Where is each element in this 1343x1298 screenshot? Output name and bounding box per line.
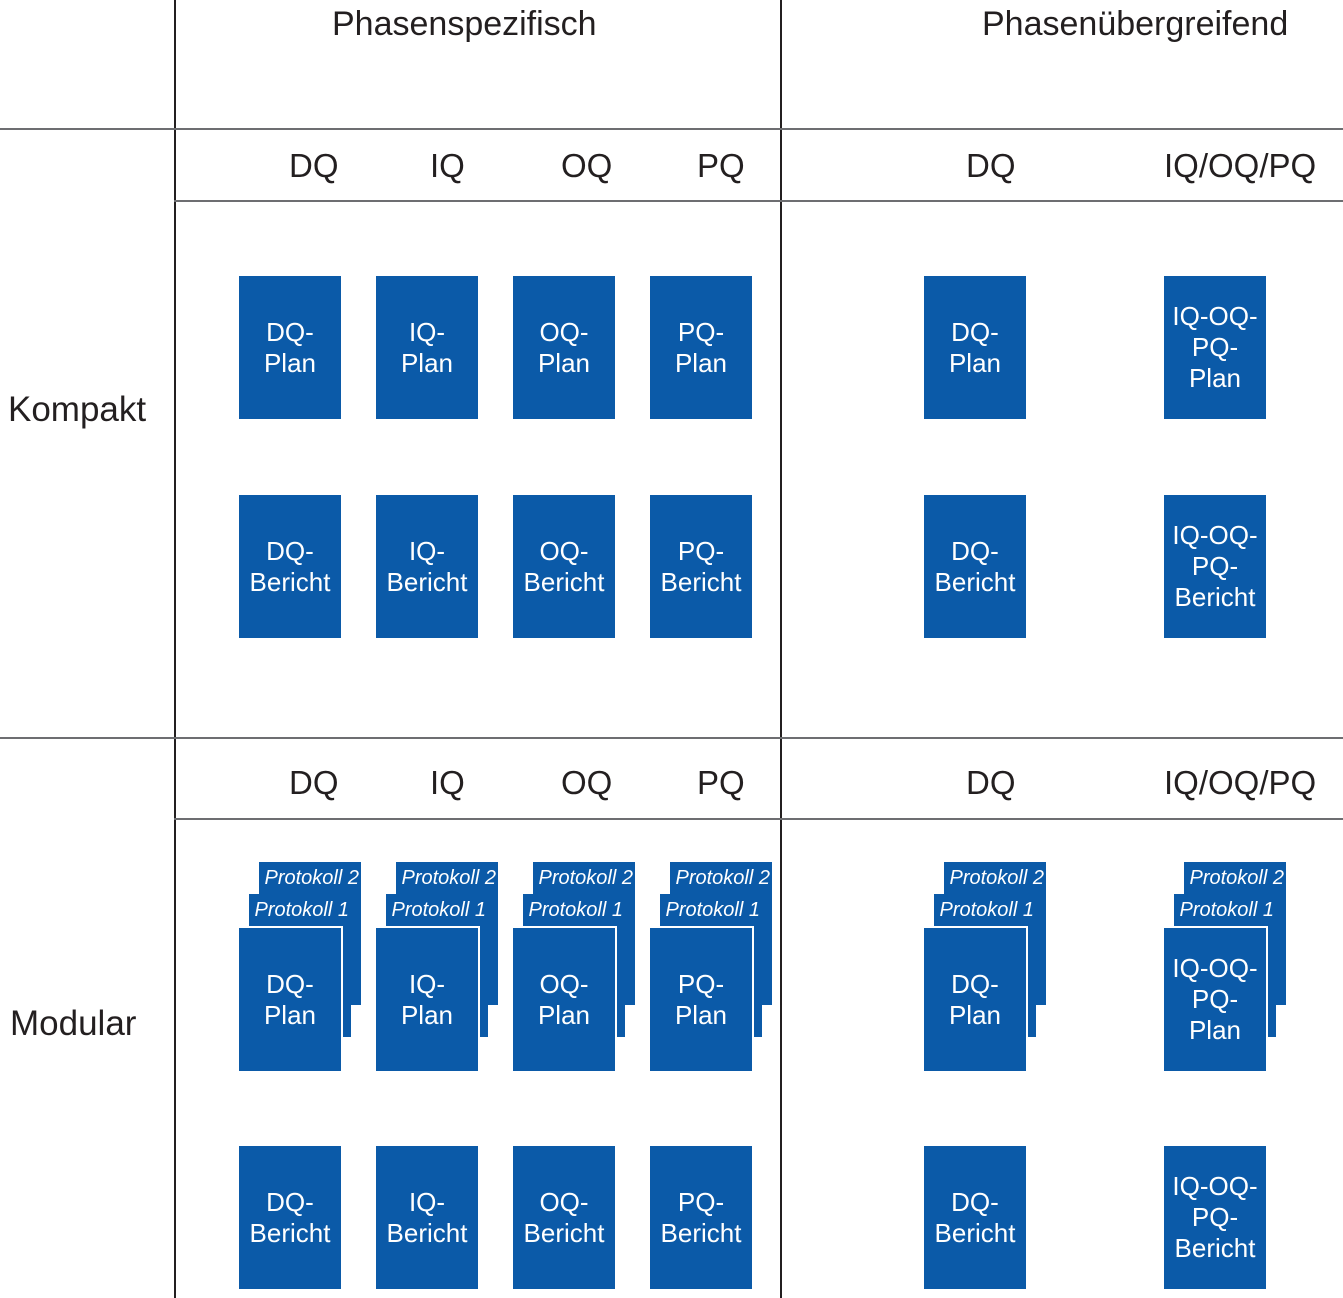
phase-header-dq-cross: DQ bbox=[966, 147, 1016, 184]
doc-dq-bericht: DQ- Bericht bbox=[239, 1146, 341, 1289]
doc-pq-plan: PQ- Plan bbox=[650, 276, 752, 419]
compact-phase-divider bbox=[174, 200, 1343, 202]
doc-pq-bericht: PQ- Bericht bbox=[650, 1146, 752, 1289]
doc-dq-bericht: DQ- Bericht bbox=[239, 495, 341, 638]
phase-header-iq: IQ bbox=[430, 147, 465, 184]
phase-header-dq: DQ bbox=[289, 764, 339, 801]
phase-header-iq-oq-pq: IQ/OQ/PQ bbox=[1164, 764, 1317, 801]
doc-dq-plan: DQ- Plan bbox=[239, 928, 341, 1071]
row-label-modular: Modular bbox=[10, 1004, 137, 1043]
phase-header-oq: OQ bbox=[561, 147, 613, 184]
doc-iq-oq-pq-bericht: IQ-OQ- PQ- Bericht bbox=[1164, 1146, 1266, 1289]
doc-dq-bericht-cross: DQ- Bericht bbox=[924, 495, 1026, 638]
column-header-phasenuebergreifend: Phasenübergreifend bbox=[982, 5, 1289, 43]
doc-pq-bericht: PQ- Bericht bbox=[650, 495, 752, 638]
column-header-phasenspezifisch: Phasenspezifisch bbox=[332, 5, 597, 43]
phase-header-dq: DQ bbox=[289, 147, 339, 184]
doc-dq-plan-cross: DQ- Plan bbox=[924, 928, 1026, 1071]
doc-oq-bericht: OQ- Bericht bbox=[513, 1146, 615, 1289]
phase-header-pq: PQ bbox=[697, 147, 745, 184]
row-divider bbox=[0, 737, 1343, 739]
phase-header-pq: PQ bbox=[697, 764, 745, 801]
doc-iq-oq-pq-plan: IQ-OQ- PQ- Plan bbox=[1164, 928, 1266, 1071]
doc-pq-plan: PQ- Plan bbox=[650, 928, 752, 1071]
doc-iq-plan: IQ- Plan bbox=[376, 276, 478, 419]
doc-iq-plan: IQ- Plan bbox=[376, 928, 478, 1071]
phase-header-oq: OQ bbox=[561, 764, 613, 801]
doc-iq-oq-pq-bericht: IQ-OQ- PQ- Bericht bbox=[1164, 495, 1266, 638]
phase-header-iq-oq-pq: IQ/OQ/PQ bbox=[1164, 147, 1317, 184]
doc-oq-bericht: OQ- Bericht bbox=[513, 495, 615, 638]
column-divider-left bbox=[174, 0, 176, 1298]
header-divider bbox=[0, 128, 1343, 130]
modular-phase-divider bbox=[174, 818, 1343, 820]
column-divider-middle bbox=[780, 0, 782, 1298]
doc-iq-bericht: IQ- Bericht bbox=[376, 495, 478, 638]
phase-header-dq-cross: DQ bbox=[966, 764, 1016, 801]
row-label-kompakt: Kompakt bbox=[8, 390, 147, 429]
doc-iq-oq-pq-plan: IQ-OQ- PQ- Plan bbox=[1164, 276, 1266, 419]
doc-dq-plan: DQ- Plan bbox=[239, 276, 341, 419]
doc-oq-plan: OQ- Plan bbox=[513, 928, 615, 1071]
doc-oq-plan: OQ- Plan bbox=[513, 276, 615, 419]
phase-header-iq: IQ bbox=[430, 764, 465, 801]
doc-dq-bericht-cross: DQ- Bericht bbox=[924, 1146, 1026, 1289]
doc-iq-bericht: IQ- Bericht bbox=[376, 1146, 478, 1289]
doc-dq-plan-cross: DQ- Plan bbox=[924, 276, 1026, 419]
